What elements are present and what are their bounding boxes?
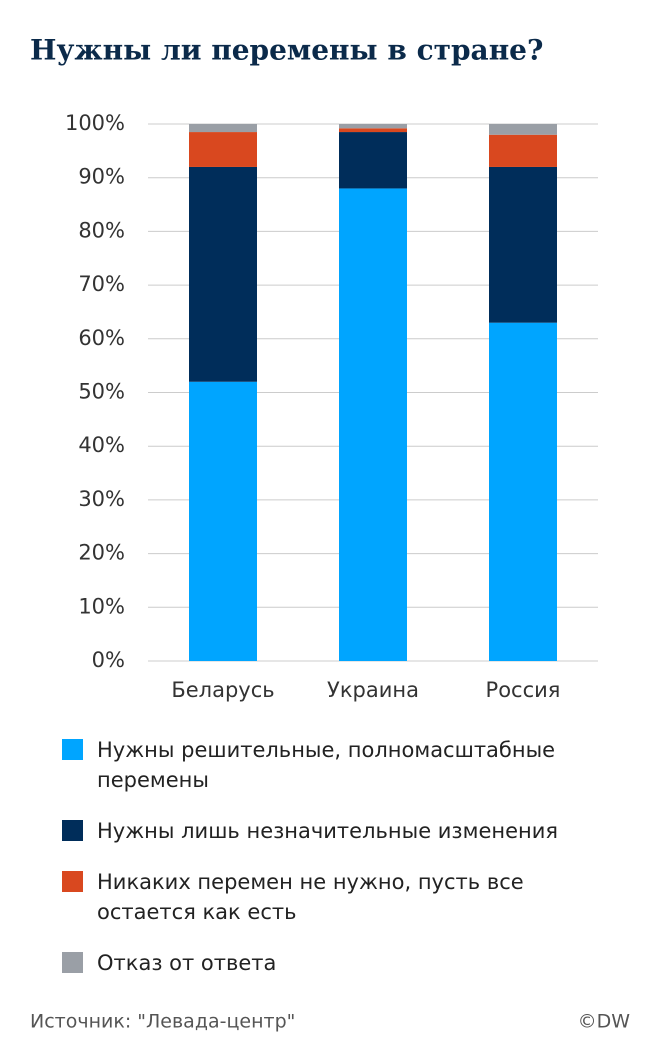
legend-label: Отказ от ответа xyxy=(97,951,277,975)
bar-segment xyxy=(189,132,257,167)
legend-swatch xyxy=(62,739,83,760)
y-tick-label: 20% xyxy=(78,541,125,565)
legend-item: Отказ от ответа xyxy=(62,948,607,978)
bar-segment xyxy=(189,381,257,661)
bar-segment xyxy=(489,322,557,661)
y-tick-label: 60% xyxy=(78,326,125,350)
credit: ©DW xyxy=(578,1011,631,1033)
legend-swatch xyxy=(62,871,83,892)
bar-segment xyxy=(489,166,557,323)
bar-segment xyxy=(339,124,407,129)
chart-title: Нужны ли перемены в стране? xyxy=(30,34,543,67)
bar-segment xyxy=(339,188,407,661)
legend-label: Нужны решительные, полномасштабные перем… xyxy=(97,738,556,792)
y-tick-label: 80% xyxy=(78,218,125,242)
y-tick-label: 0% xyxy=(92,648,125,672)
bar-segment xyxy=(339,132,407,189)
legend-label: Никаких перемен не нужно, пусть все оста… xyxy=(97,870,524,924)
legend: Нужны решительные, полномасштабные перем… xyxy=(62,735,607,999)
legend-item: Нужны решительные, полномасштабные перем… xyxy=(62,735,607,795)
bar-segment xyxy=(339,128,407,133)
legend-label: Нужны лишь незначительные изменения xyxy=(97,819,559,843)
bar-segment xyxy=(489,134,557,167)
legend-swatch xyxy=(62,952,83,973)
legend-swatch xyxy=(62,820,83,841)
y-tick-label: 90% xyxy=(78,165,125,189)
y-tick-label: 40% xyxy=(78,433,125,457)
y-tick-label: 50% xyxy=(78,380,125,404)
y-tick-label: 30% xyxy=(78,487,125,511)
y-tick-label: 10% xyxy=(78,594,125,618)
x-tick-label: Беларусь xyxy=(171,678,274,702)
legend-item: Нужны лишь незначительные изменения xyxy=(62,816,607,846)
legend-item: Никаких перемен не нужно, пусть все оста… xyxy=(62,867,607,927)
bar-segment xyxy=(489,124,557,135)
x-tick-label: Украина xyxy=(327,678,419,702)
bar-segment xyxy=(189,124,257,133)
y-tick-label: 70% xyxy=(78,272,125,296)
bar-segment xyxy=(189,166,257,382)
source: Источник: "Левада-центр" xyxy=(30,1011,295,1033)
y-tick-label: 100% xyxy=(65,111,125,135)
x-tick-label: Россия xyxy=(486,678,561,702)
